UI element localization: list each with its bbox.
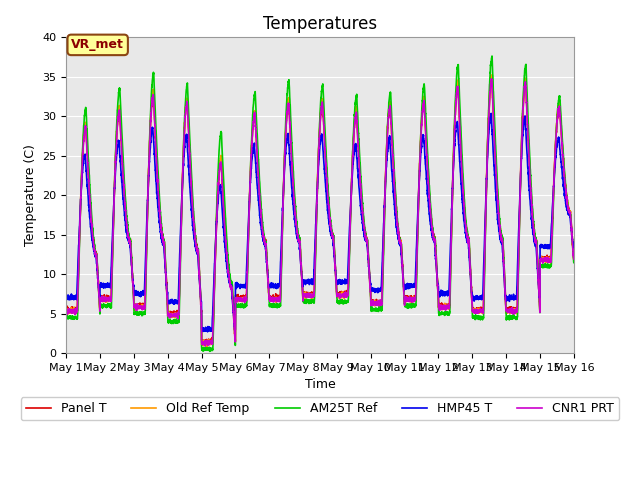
- Old Ref Temp: [301, 293, 308, 299]
- CNR1 PRT: [154, 174, 161, 180]
- HMP45 T: [463, 235, 470, 241]
- CNR1 PRT: [406, 296, 413, 302]
- HMP45 T: [434, 279, 442, 285]
- Line: CNR1 PRT: CNR1 PRT: [66, 79, 574, 346]
- AM25T Ref: [463, 222, 470, 228]
- Old Ref Temp: [434, 283, 442, 288]
- Legend: Panel T, Old Ref Temp, AM25T Ref, HMP45 T, CNR1 PRT: Panel T, Old Ref Temp, AM25T Ref, HMP45 …: [21, 397, 619, 420]
- Old Ref Temp: [154, 173, 161, 179]
- AM25T Ref: [301, 297, 308, 302]
- AM25T Ref: [406, 301, 413, 307]
- Old Ref Temp: [570, 257, 578, 263]
- Line: AM25T Ref: AM25T Ref: [66, 56, 574, 351]
- Old Ref Temp: [463, 227, 470, 233]
- AM25T Ref: [570, 260, 578, 265]
- HMP45 T: [570, 244, 577, 250]
- Panel T: [463, 226, 470, 232]
- Panel T: [301, 292, 308, 298]
- HMP45 T: [62, 296, 70, 302]
- Old Ref Temp: [62, 306, 70, 312]
- CNR1 PRT: [570, 256, 578, 262]
- Line: HMP45 T: HMP45 T: [66, 113, 574, 332]
- HMP45 T: [570, 243, 578, 249]
- HMP45 T: [406, 286, 413, 291]
- CNR1 PRT: [488, 76, 495, 82]
- Panel T: [488, 73, 496, 79]
- Panel T: [206, 342, 214, 348]
- AM25T Ref: [434, 281, 442, 287]
- CNR1 PRT: [434, 283, 442, 289]
- AM25T Ref: [206, 348, 214, 354]
- HMP45 T: [487, 110, 495, 116]
- HMP45 T: [204, 329, 211, 335]
- Old Ref Temp: [570, 253, 577, 259]
- Panel T: [406, 294, 413, 300]
- CNR1 PRT: [570, 250, 577, 256]
- Old Ref Temp: [488, 72, 495, 78]
- Title: Temperatures: Temperatures: [263, 15, 377, 33]
- AM25T Ref: [62, 311, 70, 317]
- CNR1 PRT: [463, 226, 470, 231]
- HMP45 T: [301, 279, 308, 285]
- Panel T: [434, 278, 442, 284]
- AM25T Ref: [154, 156, 161, 162]
- Text: VR_met: VR_met: [71, 38, 124, 51]
- Panel T: [570, 250, 577, 256]
- HMP45 T: [154, 195, 161, 201]
- Line: Panel T: Panel T: [66, 76, 574, 345]
- Line: Old Ref Temp: Old Ref Temp: [66, 75, 574, 347]
- CNR1 PRT: [202, 343, 209, 349]
- Panel T: [62, 306, 70, 312]
- AM25T Ref: [570, 253, 577, 259]
- Old Ref Temp: [203, 344, 211, 349]
- Y-axis label: Temperature (C): Temperature (C): [24, 144, 36, 246]
- CNR1 PRT: [62, 309, 70, 314]
- AM25T Ref: [488, 53, 496, 59]
- Panel T: [154, 168, 161, 173]
- Old Ref Temp: [406, 295, 413, 301]
- CNR1 PRT: [301, 292, 308, 298]
- X-axis label: Time: Time: [305, 378, 335, 391]
- Panel T: [570, 254, 578, 260]
